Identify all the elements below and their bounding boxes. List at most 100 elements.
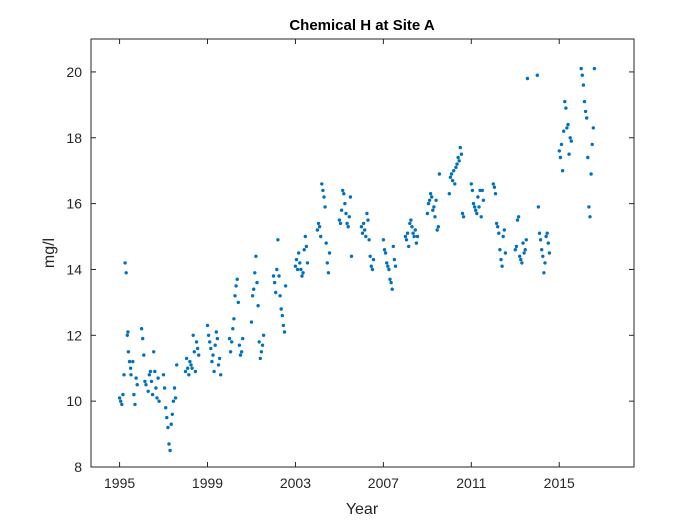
data-point — [385, 261, 389, 265]
data-point — [126, 330, 130, 334]
data-point — [457, 159, 461, 163]
data-point — [161, 373, 166, 377]
data-point — [322, 195, 326, 199]
y-tick-label: 14 — [66, 261, 82, 277]
data-point — [121, 392, 125, 397]
data-point — [557, 149, 561, 153]
data-point — [300, 274, 304, 278]
data-point — [435, 228, 439, 232]
data-point — [303, 234, 307, 239]
data-point — [327, 251, 332, 255]
data-point — [342, 192, 346, 196]
data-point — [319, 234, 323, 239]
data-point — [124, 271, 128, 275]
data-point — [149, 379, 154, 384]
data-point — [133, 402, 137, 407]
data-point — [592, 66, 597, 71]
data-point — [219, 373, 223, 377]
data-point — [232, 317, 236, 321]
x-tick-label: 2007 — [368, 475, 399, 491]
data-point — [365, 211, 369, 216]
data-point — [411, 231, 415, 235]
data-point — [436, 225, 440, 229]
data-point — [455, 162, 459, 166]
data-point — [501, 234, 505, 239]
x-tick-label: 1999 — [192, 475, 223, 491]
data-point — [541, 254, 545, 258]
data-point — [434, 198, 438, 202]
chart-title: Chemical H at Site A — [289, 17, 434, 34]
data-point — [279, 307, 283, 311]
data-point — [583, 109, 588, 114]
data-point — [408, 221, 412, 226]
data-point — [426, 201, 431, 206]
data-point — [502, 228, 506, 232]
data-point — [274, 290, 278, 295]
data-point — [205, 323, 210, 328]
data-point — [135, 383, 139, 387]
data-point — [304, 244, 309, 249]
data-point — [479, 215, 483, 219]
data-point — [409, 218, 413, 222]
data-point — [283, 284, 288, 288]
data-point — [427, 198, 432, 202]
data-point — [131, 359, 135, 364]
data-point — [437, 172, 442, 176]
data-point — [216, 363, 221, 367]
y-tick-label: 20 — [66, 64, 82, 80]
data-point — [166, 425, 170, 430]
data-point — [227, 336, 232, 341]
data-point — [560, 169, 565, 173]
data-point — [564, 106, 568, 110]
y-tick-label: 10 — [66, 393, 82, 409]
data-point — [494, 221, 499, 226]
data-point — [458, 145, 462, 150]
data-point — [567, 152, 571, 156]
data-point — [123, 261, 127, 265]
data-point — [272, 280, 277, 285]
data-point — [233, 294, 237, 298]
data-point — [168, 448, 172, 453]
data-point — [346, 225, 350, 229]
data-point — [591, 126, 595, 130]
data-point — [481, 198, 486, 202]
data-point — [565, 126, 569, 130]
data-point — [433, 215, 437, 219]
data-point — [514, 244, 519, 249]
data-point — [141, 336, 145, 341]
data-point — [326, 271, 331, 275]
data-point — [389, 280, 393, 285]
data-point — [214, 330, 218, 334]
data-point — [169, 422, 173, 426]
data-point — [213, 343, 217, 347]
data-point — [370, 267, 375, 272]
data-point — [167, 442, 171, 446]
data-point — [518, 254, 522, 258]
data-point — [122, 373, 126, 377]
data-point — [542, 271, 546, 275]
data-point — [503, 251, 508, 255]
data-point — [211, 353, 215, 357]
data-point — [256, 304, 260, 308]
data-point — [280, 313, 284, 318]
data-point — [474, 208, 478, 212]
data-point — [343, 201, 347, 206]
data-point — [450, 178, 455, 183]
data-point — [348, 195, 353, 199]
data-point — [125, 333, 129, 337]
data-point — [382, 248, 387, 252]
data-point — [231, 327, 235, 331]
data-point — [368, 254, 372, 258]
data-point — [212, 369, 216, 374]
data-point — [546, 241, 550, 245]
data-point — [249, 320, 254, 324]
data-point — [456, 155, 460, 160]
data-point — [192, 350, 196, 354]
data-points — [117, 66, 597, 453]
data-point — [194, 340, 199, 344]
data-point — [323, 205, 327, 209]
data-point — [337, 218, 342, 222]
x-axis-label: Year — [346, 501, 379, 518]
